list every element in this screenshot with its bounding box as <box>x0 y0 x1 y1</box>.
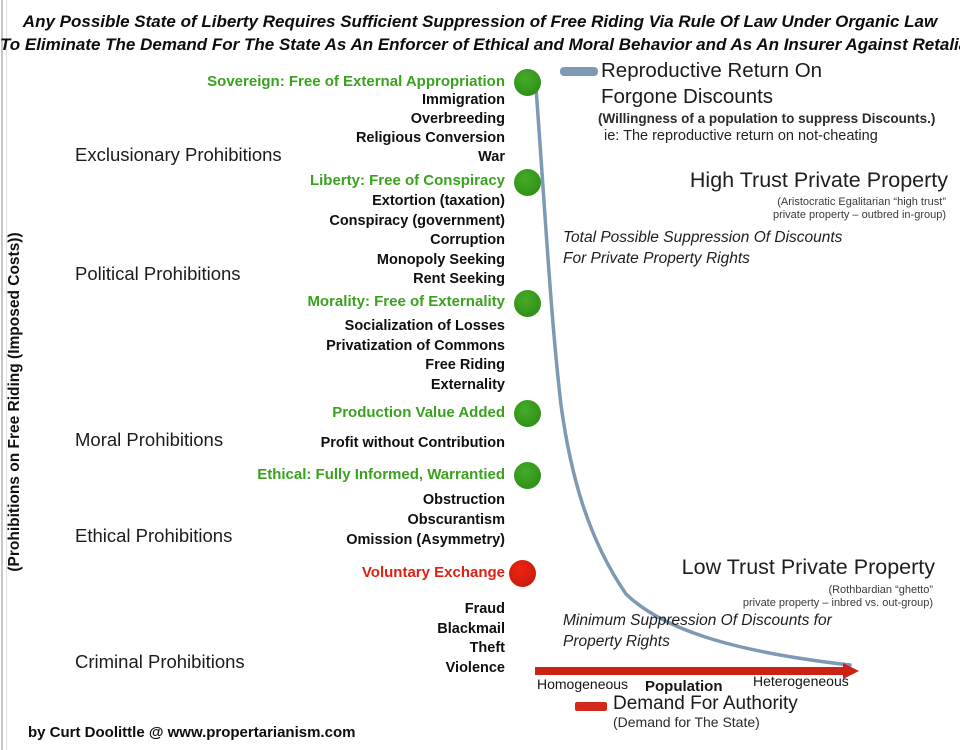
curve-legend-subtext1: (Willingness of a population to suppress… <box>598 111 936 126</box>
ladder-item: Omission (Asymmetry) <box>346 532 505 548</box>
diagram-title-line2: To Eliminate The Demand For The State As… <box>0 35 960 54</box>
ladder-item: Monopoly Seeking <box>376 252 505 268</box>
curve-note-bottom-line2: Property Rights <box>563 633 670 650</box>
low-trust-subtext1: (Rothbardian “ghetto” <box>828 584 933 596</box>
curve-legend-subtext2: ie: The reproductive return on not-cheat… <box>604 128 878 144</box>
ladder-dot-morality <box>514 290 541 317</box>
curve-note-top-line2: For Private Property Rights <box>563 250 750 267</box>
low-trust-title: Low Trust Private Property <box>681 555 935 579</box>
ladder-dot-liberty <box>514 169 541 196</box>
credit-line: by Curt Doolittle @ www.propertarianism.… <box>28 724 356 741</box>
curve-legend-title-line2: Forgone Discounts <box>601 85 774 108</box>
ladder-heading-sovereign: Sovereign: Free of External Appropriatio… <box>207 73 505 90</box>
high-trust-subtext2: private property – outbred in-group) <box>772 209 946 221</box>
ladder-item: Immigration <box>422 92 505 108</box>
ladder-dot-voluntary-exchange <box>509 560 536 587</box>
ladder-item: Overbreeding <box>410 111 505 127</box>
x-axis-label-heterogeneous: Heterogeneous <box>753 673 849 689</box>
ladder-heading-morality: Morality: Free of Externality <box>307 293 505 310</box>
high-trust-title: High Trust Private Property <box>689 168 948 192</box>
ladder-heading-voluntary-exchange: Voluntary Exchange <box>361 564 505 581</box>
ladder-item: Religious Conversion <box>355 130 505 146</box>
curve-note-top-line1: Total Possible Suppression Of Discounts <box>563 229 843 246</box>
category-ethical-prohibitions: Ethical Prohibitions <box>75 525 233 546</box>
x-axis-label-population: Population <box>645 678 723 695</box>
demand-legend-title: Demand For Authority <box>613 693 798 714</box>
curve-legend-title-line1: Reproductive Return On <box>601 59 823 82</box>
category-political-prohibitions: Political Prohibitions <box>75 263 241 284</box>
curve-note-bottom-line1: Minimum Suppression Of Discounts for <box>563 612 832 629</box>
ladder-heading-liberty: Liberty: Free of Conspiracy <box>309 172 505 189</box>
ladder-heading-ethical: Ethical: Fully Informed, Warrantied <box>257 466 505 483</box>
ladder-item: Externality <box>430 377 505 393</box>
y-axis-label: (Prohibitions on Free Riding (Imposed Co… <box>6 232 23 572</box>
ladder-item: Privatization of Commons <box>326 338 505 354</box>
ladder-item: Corruption <box>430 232 505 248</box>
ladder-item: Blackmail <box>437 621 505 637</box>
ladder-item: Free Riding <box>425 357 505 373</box>
ladder-item: Violence <box>445 660 505 676</box>
category-moral-prohibitions: Moral Prohibitions <box>75 429 224 450</box>
ladder-item: Theft <box>469 640 505 656</box>
ladder-dot-ethical <box>514 462 541 489</box>
demand-legend-subtitle: (Demand for The State) <box>613 714 760 730</box>
ladder-item: Fraud <box>464 601 505 617</box>
ladder-dot-production <box>514 400 541 427</box>
scan-border-left <box>1 0 3 750</box>
ladder-item: Obscurantism <box>407 512 506 528</box>
ladder-item: Socialization of Losses <box>344 318 505 334</box>
x-axis-line <box>535 667 843 675</box>
low-trust-subtext2: private property – inbred vs. out-group) <box>742 597 933 609</box>
x-axis-arrowhead-icon <box>843 663 859 679</box>
ladder-item: Rent Seeking <box>413 271 505 287</box>
x-axis-label-homogeneous: Homogeneous <box>537 676 629 692</box>
ladder-item: Conspiracy (government) <box>329 213 505 229</box>
high-trust-subtext1: (Aristocratic Egalitarian “high trust” <box>777 196 946 208</box>
diagram-title-line1: Any Possible State of Liberty Requires S… <box>22 12 938 31</box>
ladder-item: War <box>478 149 505 165</box>
ladder-item: Extortion (taxation) <box>372 193 505 209</box>
category-exclusionary-prohibitions: Exclusionary Prohibitions <box>75 144 282 165</box>
category-criminal-prohibitions: Criminal Prohibitions <box>75 651 245 672</box>
demand-legend-line-icon <box>575 702 607 711</box>
scan-border-inner <box>6 0 7 750</box>
ladder-dot-sovereign <box>514 69 541 96</box>
ladder-heading-production: Production Value Added <box>332 404 505 421</box>
ladder-item: Profit without Contribution <box>320 435 505 451</box>
ladder-item: Obstruction <box>422 492 505 508</box>
curve-legend-line-icon <box>560 67 598 76</box>
